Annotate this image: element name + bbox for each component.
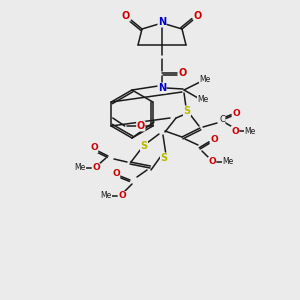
Text: Me: Me	[100, 191, 112, 200]
Text: N: N	[158, 83, 166, 93]
Text: C: C	[219, 116, 225, 124]
Text: O: O	[122, 11, 130, 21]
Text: N: N	[158, 17, 166, 27]
Text: O: O	[194, 11, 202, 21]
Text: O: O	[92, 164, 100, 172]
Text: O: O	[118, 191, 126, 200]
Text: Me: Me	[197, 95, 208, 104]
Text: S: S	[160, 153, 168, 163]
Text: O: O	[208, 158, 216, 166]
Text: Me: Me	[200, 76, 211, 85]
Text: Me: Me	[74, 164, 86, 172]
Text: O: O	[210, 136, 218, 145]
Text: O: O	[179, 68, 187, 78]
Text: O: O	[90, 143, 98, 152]
Text: Me: Me	[222, 158, 234, 166]
Text: S: S	[183, 106, 190, 116]
Text: O: O	[231, 127, 239, 136]
Text: Me: Me	[244, 127, 256, 136]
Text: O: O	[232, 110, 240, 118]
Text: O: O	[112, 169, 120, 178]
Text: O: O	[137, 121, 145, 131]
Text: S: S	[140, 141, 148, 151]
